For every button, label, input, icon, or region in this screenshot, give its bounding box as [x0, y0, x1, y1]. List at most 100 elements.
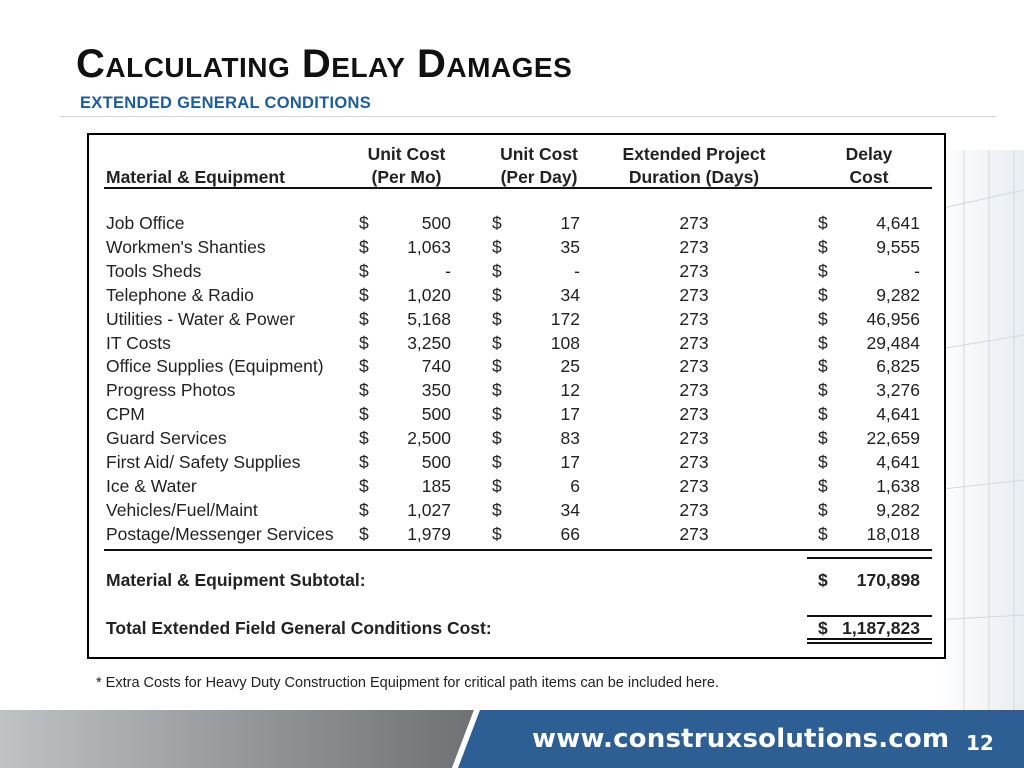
row-duration-value: 273 — [679, 380, 709, 401]
row-item-label: Job Office — [106, 213, 185, 233]
row-delay-cost-value: 9,282 — [876, 284, 920, 305]
total-value: 1,187,823 — [842, 618, 920, 638]
row-per-day-value: 17 — [560, 404, 580, 425]
row-item-label: Office Supplies (Equipment) — [106, 356, 324, 377]
row-duration-value: 273 — [679, 356, 709, 377]
row-per-day-value: 17 — [560, 213, 580, 233]
row-item-label: CPM — [106, 404, 145, 425]
row-duration-value: 273 — [679, 523, 709, 544]
row-per-day-value: 34 — [560, 284, 580, 305]
row-per-day-currency: $ — [492, 213, 502, 233]
footer-website-link[interactable]: www.construxsolutions.com — [532, 724, 950, 754]
row-per-day-currency: $ — [492, 428, 502, 449]
row-item-label: Progress Photos — [106, 380, 236, 401]
row-per-month-currency: $ — [359, 404, 369, 425]
page-subtitle: EXTENDED GENERAL CONDITIONS — [80, 94, 372, 112]
column-header-delay-cost-line2: Cost — [849, 167, 889, 187]
row-per-month-currency: $ — [359, 332, 369, 353]
row-per-month-value: 500 — [421, 213, 451, 233]
row-item-label: Ice & Water — [106, 475, 197, 496]
footer-band — [0, 710, 1024, 768]
row-per-month-currency: $ — [359, 308, 369, 329]
total-double-rule-2 — [807, 642, 932, 644]
row-delay-cost-value: 46,956 — [866, 308, 920, 329]
row-delay-cost-currency: $ — [818, 356, 828, 377]
row-per-day-value: 25 — [560, 356, 580, 377]
row-delay-cost-currency: $ — [818, 308, 828, 329]
row-per-month-currency: $ — [359, 260, 369, 281]
row-per-month-currency: $ — [359, 452, 369, 472]
row-per-month-value: 1,020 — [407, 284, 451, 305]
row-delay-cost-currency: $ — [818, 499, 828, 520]
row-duration-value: 273 — [679, 428, 709, 449]
row-per-day-currency: $ — [492, 260, 502, 281]
row-delay-cost-value: 18,018 — [866, 523, 920, 544]
row-item-label: First Aid/ Safety Supplies — [106, 452, 301, 472]
row-item-label: IT Costs — [106, 332, 171, 353]
row-delay-cost-value: 4,641 — [876, 213, 920, 233]
subtotal-bottom-rule — [807, 615, 932, 617]
row-per-day-currency: $ — [492, 452, 502, 472]
row-per-day-currency: $ — [492, 380, 502, 401]
row-duration-value: 273 — [679, 475, 709, 496]
row-per-day-value: 35 — [560, 236, 580, 257]
row-per-day-currency: $ — [492, 499, 502, 520]
row-delay-cost-currency: $ — [818, 213, 828, 233]
row-delay-cost-value: 9,282 — [876, 499, 920, 520]
rows-bottom-rule — [104, 548, 932, 551]
row-duration-value: 273 — [679, 260, 709, 281]
row-per-month-value: - — [445, 260, 451, 281]
page-title: Calculating Delay Damages — [76, 42, 573, 86]
row-delay-cost-currency: $ — [818, 452, 828, 472]
column-header-item: Material & Equipment — [106, 167, 285, 187]
row-per-day-currency: $ — [492, 284, 502, 305]
row-item-label: Guard Services — [106, 428, 227, 449]
row-per-day-value: 83 — [560, 428, 580, 449]
row-delay-cost-currency: $ — [818, 523, 828, 544]
row-per-day-currency: $ — [492, 356, 502, 377]
row-per-month-currency: $ — [359, 284, 369, 305]
row-per-day-value: 34 — [560, 499, 580, 520]
row-delay-cost-value: 6,825 — [876, 356, 920, 377]
row-item-label: Postage/Messenger Services — [106, 523, 334, 544]
row-per-day-currency: $ — [492, 236, 502, 257]
column-header-unit-cost-day-line2: (Per Day) — [500, 167, 578, 187]
row-per-day-currency: $ — [492, 332, 502, 353]
row-per-month-value: 740 — [421, 356, 451, 377]
row-per-month-currency: $ — [359, 380, 369, 401]
row-delay-cost-value: 4,641 — [876, 404, 920, 425]
row-duration-value: 273 — [679, 213, 709, 233]
row-delay-cost-currency: $ — [818, 475, 828, 496]
row-per-day-value: 12 — [560, 380, 580, 401]
row-delay-cost-currency: $ — [818, 380, 828, 401]
row-per-month-value: 2,500 — [407, 428, 451, 449]
column-header-duration-line1: Extended Project — [622, 144, 766, 164]
row-delay-cost-value: - — [914, 260, 920, 281]
total-currency: $ — [818, 618, 828, 638]
row-delay-cost-currency: $ — [818, 284, 828, 305]
row-per-month-currency: $ — [359, 428, 369, 449]
row-per-month-value: 185 — [421, 475, 451, 496]
subtotal-currency: $ — [818, 570, 828, 590]
row-per-month-currency: $ — [359, 213, 369, 233]
row-duration-value: 273 — [679, 236, 709, 257]
row-per-month-currency: $ — [359, 356, 369, 377]
column-header-unit-cost-month-line1: Unit Cost — [367, 144, 446, 164]
row-delay-cost-currency: $ — [818, 236, 828, 257]
row-delay-cost-value: 3,276 — [876, 380, 920, 401]
page-number: 12 — [966, 731, 994, 755]
row-per-day-currency: $ — [492, 523, 502, 544]
row-per-month-currency: $ — [359, 236, 369, 257]
row-duration-value: 273 — [679, 332, 709, 353]
row-duration-value: 273 — [679, 404, 709, 425]
row-item-label: Workmen's Shanties — [106, 236, 266, 257]
column-header-unit-cost-day-line1: Unit Cost — [500, 144, 578, 164]
row-per-month-currency: $ — [359, 499, 369, 520]
row-per-month-value: 350 — [421, 380, 451, 401]
row-duration-value: 273 — [679, 284, 709, 305]
building-background-image — [934, 150, 1024, 710]
row-per-month-value: 1,027 — [407, 499, 451, 520]
row-per-day-value: 17 — [560, 452, 580, 472]
row-per-month-value: 1,979 — [407, 523, 451, 544]
footnote: * Extra Costs for Heavy Duty Constructio… — [96, 675, 719, 691]
